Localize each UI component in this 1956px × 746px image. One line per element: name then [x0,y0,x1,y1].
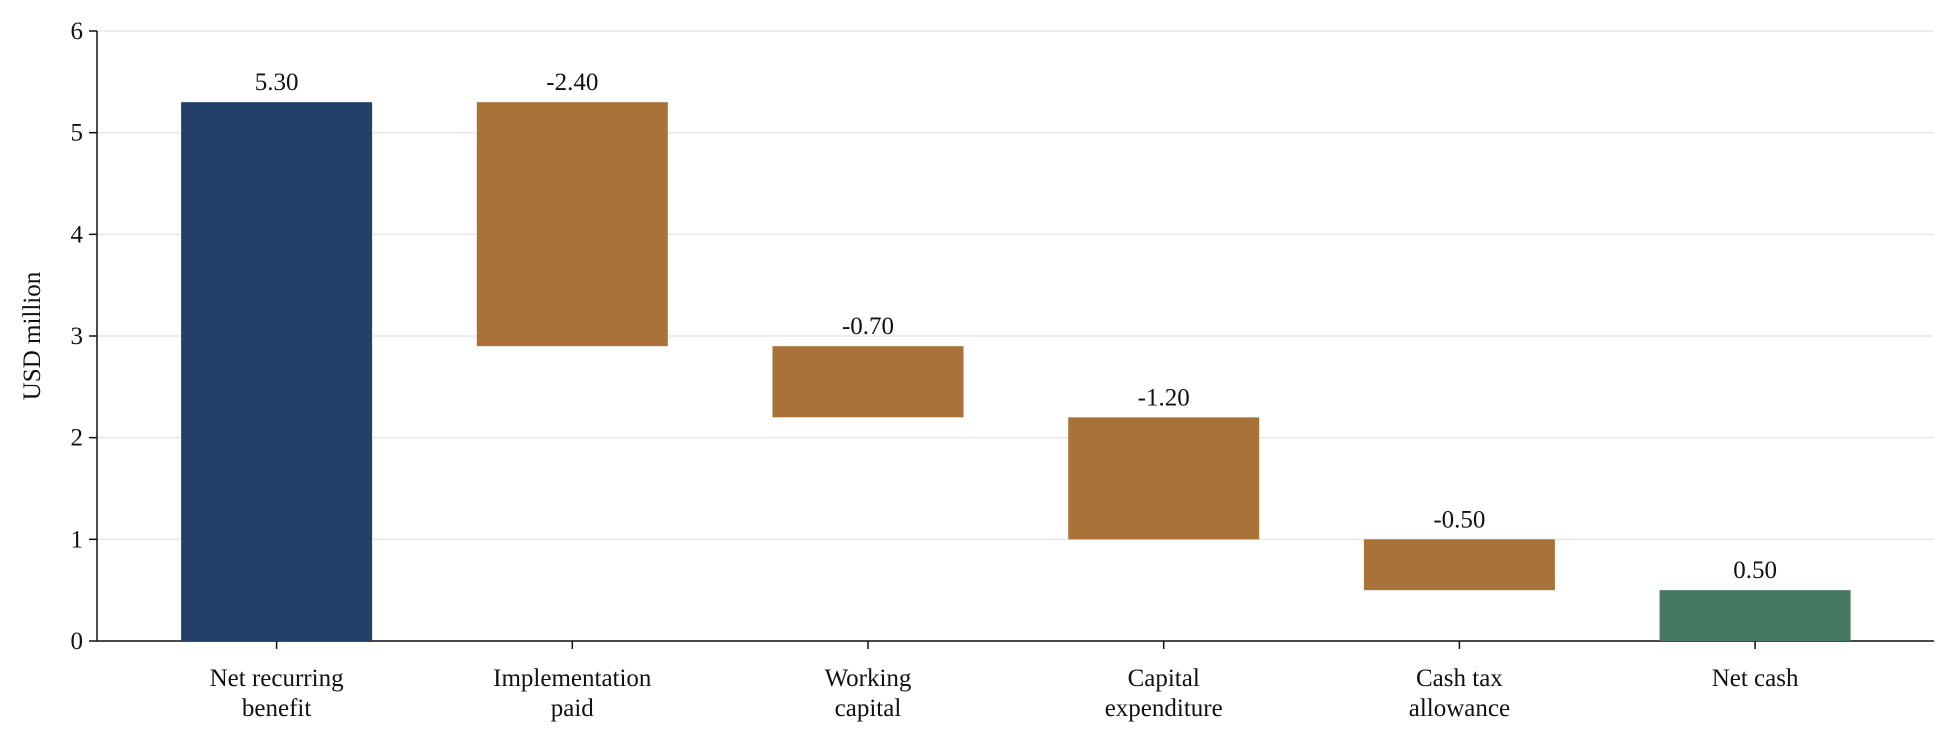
value-label: 5.30 [255,69,299,96]
y-tick-label: 4 [71,221,84,248]
y-tick-label: 1 [71,526,84,553]
x-tick-label: Net recurring benefit [210,665,344,722]
bar [476,102,668,347]
bar [1659,590,1851,641]
bar [772,346,964,418]
bar [181,102,373,641]
value-label: 0.50 [1733,557,1777,584]
bar [1068,417,1260,540]
y-axis-label: USD million [19,271,46,400]
y-tick-label: 6 [71,18,84,45]
x-tick-label: Working capital [825,665,912,722]
x-tick-label: Implementation paid [493,665,652,722]
value-label: -1.20 [1138,384,1190,411]
y-tick-label: 5 [71,120,84,147]
value-label: -2.40 [546,69,598,96]
bar [1363,539,1555,591]
value-label: -0.50 [1433,506,1485,533]
y-tick-label: 0 [71,628,84,655]
y-tick-label: 3 [71,323,84,350]
value-label: -0.70 [842,313,894,340]
x-tick-label: Cash tax allowance [1409,665,1510,722]
x-tick-label: Capital expenditure [1105,665,1223,722]
x-tick-label: Net cash [1712,665,1799,692]
y-tick-label: 2 [71,425,84,452]
